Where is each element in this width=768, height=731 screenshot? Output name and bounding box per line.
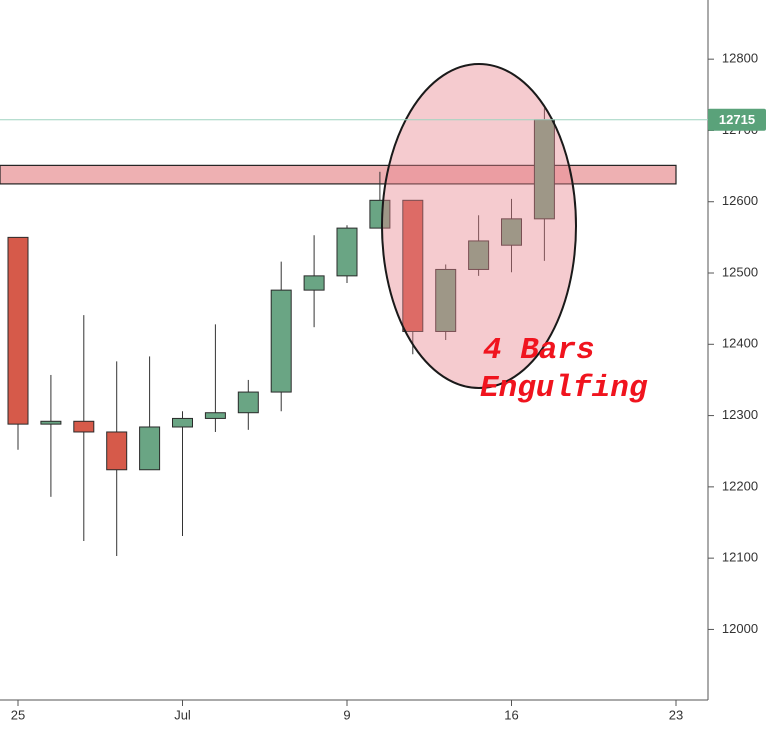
candle-body (73, 420, 95, 433)
candle-body (139, 426, 161, 471)
x-tick-label: 23 (669, 707, 683, 722)
x-tick-label: Jul (174, 707, 191, 722)
y-tick-label: 12200 (722, 478, 758, 493)
y-tick-label: 12300 (722, 407, 758, 422)
candle-body (501, 218, 522, 246)
y-tick-label: 12400 (722, 336, 758, 351)
annotation: Engulfing (480, 371, 648, 406)
candle-body (402, 199, 424, 332)
candle-body (204, 412, 226, 419)
resistance-zone (0, 164, 677, 185)
y-tick-label: 12500 (722, 264, 758, 279)
candle-body (468, 240, 490, 270)
y-tick-label: 12000 (722, 621, 758, 636)
plot: 1200012100122001230012400125001260012700… (0, 51, 758, 722)
x-tick-label: 16 (504, 707, 518, 722)
candle-body (369, 199, 391, 229)
annotation: 4 Bars (483, 333, 595, 368)
candle-body (106, 431, 128, 471)
highlight-ellipse (381, 63, 577, 389)
candle-body (303, 275, 325, 291)
last-price-box (708, 108, 766, 131)
x-tick-label: 9 (343, 707, 350, 722)
y-tick-label: 12800 (722, 51, 758, 66)
last-price-label: 12715 (719, 112, 755, 127)
x-tick-label: 25 (11, 707, 25, 722)
candle-body (336, 227, 358, 277)
candle-body (435, 268, 457, 332)
candle-body (172, 417, 193, 428)
candle-body (270, 289, 292, 393)
candle-body (40, 420, 62, 425)
candle-body (237, 391, 259, 414)
y-tick-label: 12600 (722, 193, 758, 208)
y-tick-label: 12100 (722, 550, 758, 565)
candle-body (7, 236, 29, 425)
